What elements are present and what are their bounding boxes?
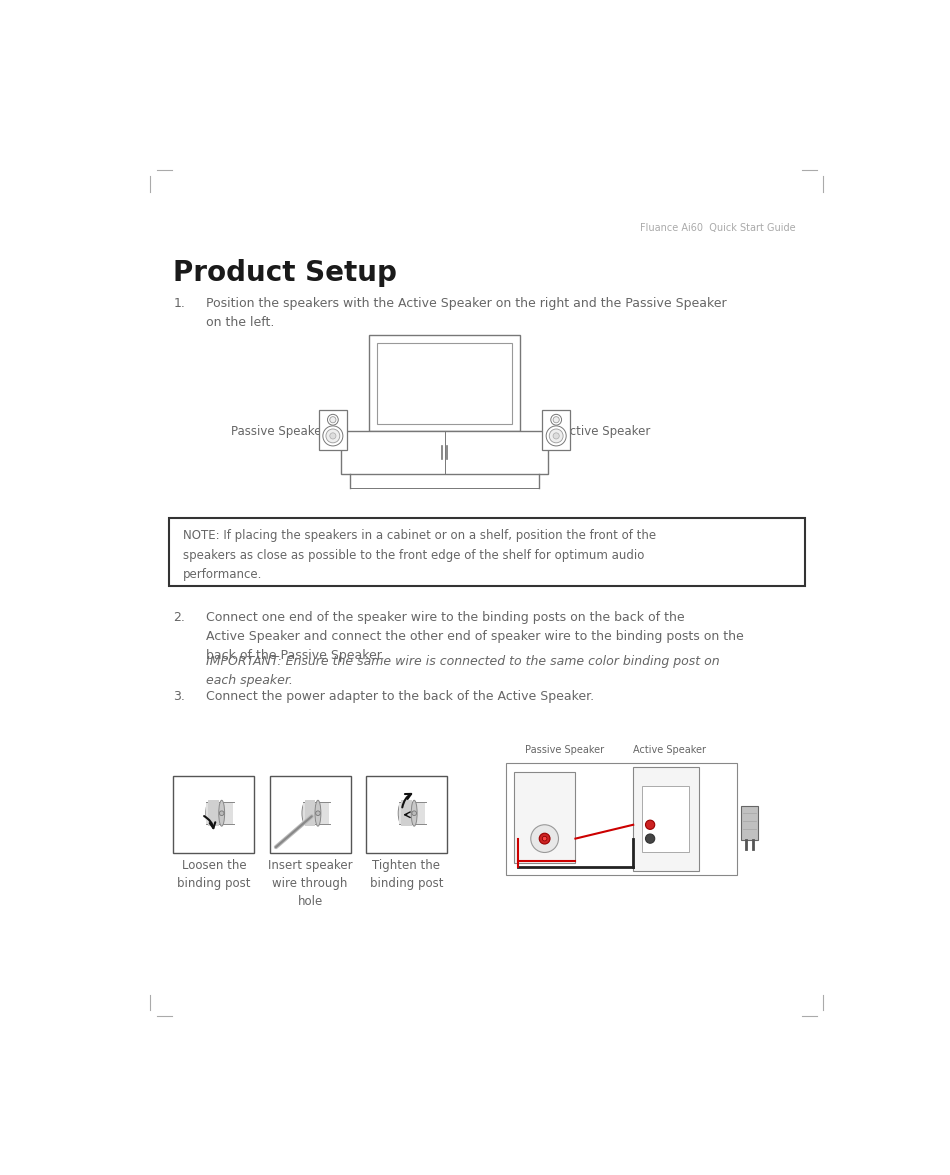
Bar — [206, 803, 233, 824]
Ellipse shape — [206, 803, 213, 824]
Bar — [174, 777, 255, 853]
Circle shape — [412, 811, 416, 815]
Bar — [341, 431, 548, 474]
Text: Fluance Ai60  Quick Start Guide: Fluance Ai60 Quick Start Guide — [640, 223, 796, 234]
Bar — [401, 800, 411, 826]
Bar — [169, 518, 805, 586]
Text: Passive Speaker: Passive Speaker — [231, 425, 327, 438]
Circle shape — [326, 429, 340, 443]
Bar — [514, 772, 576, 864]
Circle shape — [330, 417, 336, 423]
Circle shape — [315, 811, 320, 815]
Ellipse shape — [302, 803, 310, 824]
Bar — [741, 806, 758, 840]
Bar — [642, 786, 690, 852]
Text: IMPORTANT: Ensure the same wire is connected to the same color binding post on
e: IMPORTANT: Ensure the same wire is conne… — [206, 656, 719, 687]
Text: Passive Speaker: Passive Speaker — [525, 745, 604, 756]
Bar — [305, 800, 315, 826]
Circle shape — [531, 825, 559, 853]
Circle shape — [330, 432, 336, 439]
Circle shape — [551, 415, 561, 425]
Circle shape — [542, 837, 547, 841]
Text: Active Speaker: Active Speaker — [634, 745, 706, 756]
Bar — [366, 777, 446, 853]
Ellipse shape — [315, 800, 321, 826]
Circle shape — [645, 834, 655, 844]
Text: Loosen the
binding post: Loosen the binding post — [177, 859, 251, 891]
Ellipse shape — [411, 800, 417, 826]
Text: 3.: 3. — [174, 690, 185, 703]
Bar — [208, 800, 219, 826]
Ellipse shape — [398, 803, 406, 824]
Bar — [399, 803, 426, 824]
Bar — [377, 343, 512, 424]
Bar — [303, 803, 329, 824]
Circle shape — [553, 417, 560, 423]
Bar — [370, 335, 520, 431]
Ellipse shape — [218, 800, 224, 826]
Text: 2.: 2. — [174, 611, 185, 624]
Text: Connect the power adapter to the back of the Active Speaker.: Connect the power adapter to the back of… — [206, 690, 594, 703]
Text: Tighten the
binding post: Tighten the binding post — [370, 859, 443, 891]
Bar — [634, 767, 698, 871]
Text: Active Speaker: Active Speaker — [562, 425, 651, 438]
Circle shape — [549, 429, 563, 443]
Bar — [270, 777, 351, 853]
Bar — [319, 410, 347, 450]
Text: 1.: 1. — [174, 296, 185, 309]
Circle shape — [645, 820, 655, 830]
Circle shape — [546, 425, 566, 446]
Circle shape — [323, 425, 343, 446]
Circle shape — [219, 811, 224, 815]
Text: NOTE: If placing the speakers in a cabinet or on a shelf, position the front of : NOTE: If placing the speakers in a cabin… — [182, 529, 656, 582]
Text: Connect one end of the speaker wire to the binding posts on the back of the
Acti: Connect one end of the speaker wire to t… — [206, 611, 744, 662]
Text: Position the speakers with the Active Speaker on the right and the Passive Speak: Position the speakers with the Active Sp… — [206, 296, 727, 329]
Circle shape — [553, 432, 560, 439]
Bar — [542, 410, 570, 450]
Text: Insert speaker
wire through
hole: Insert speaker wire through hole — [268, 859, 352, 908]
Text: Product Setup: Product Setup — [174, 258, 397, 287]
Bar — [506, 763, 737, 875]
Circle shape — [540, 833, 550, 844]
Circle shape — [328, 415, 338, 425]
